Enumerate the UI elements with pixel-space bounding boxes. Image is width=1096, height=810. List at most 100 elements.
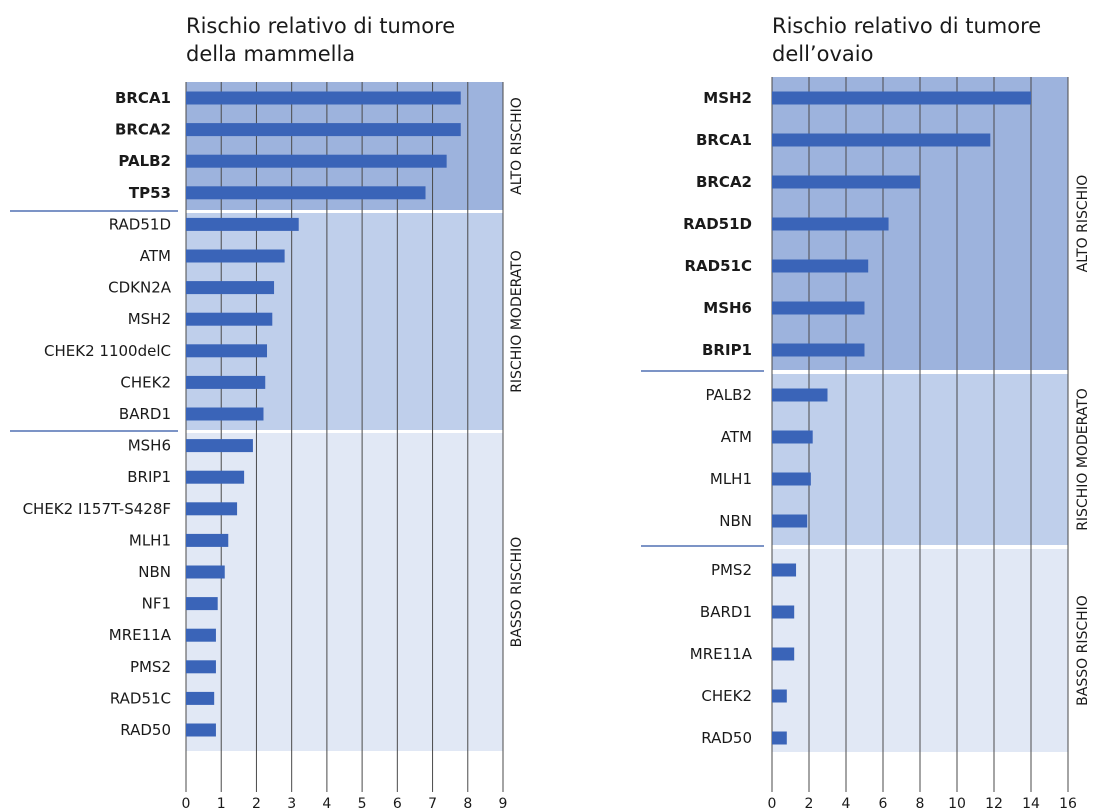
- ovary-tick-label: 2: [805, 796, 814, 810]
- breast-bar: [186, 91, 461, 105]
- ovary-category-label: MSH2: [703, 89, 752, 107]
- ovary-title-line1: Rischio relativo di tumore: [772, 14, 1042, 38]
- breast-group-label: ALTO RISCHIO: [509, 97, 525, 195]
- breast-bar: [186, 597, 218, 611]
- breast-bar: [186, 249, 285, 263]
- breast-bar: [186, 123, 461, 137]
- ovary-tick-label: 4: [842, 796, 851, 810]
- breast-group-label: RISCHIO MODERATO: [509, 250, 525, 393]
- breast-tick-label: 3: [287, 796, 296, 810]
- breast-category-label: PMS2: [130, 658, 171, 676]
- breast-bar: [186, 660, 216, 674]
- ovary-category-label: MLH1: [710, 470, 752, 488]
- ovary-category-label: CHEK2: [701, 687, 752, 705]
- breast-category-label: ATM: [140, 247, 171, 265]
- ovary-category-label: BRIP1: [702, 341, 752, 359]
- breast-category-label: CHEK2: [120, 373, 171, 391]
- ovary-title-line2: dell’ovaio: [772, 42, 874, 66]
- breast-bar: [186, 470, 245, 484]
- ovary-bar: [772, 133, 991, 147]
- ovary-bar: [772, 689, 787, 703]
- ovary-bar: [772, 388, 828, 402]
- ovary-bar: [772, 343, 865, 357]
- breast-tick-label: 7: [428, 796, 437, 810]
- breast-bar: [186, 691, 215, 705]
- ovary-bar: [772, 91, 1031, 105]
- ovary-category-label: MSH6: [703, 299, 752, 317]
- breast-category-label: TP53: [129, 184, 171, 202]
- breast-bar: [186, 375, 266, 389]
- ovary-tick-label: 0: [768, 796, 777, 810]
- breast-category-label: BRCA1: [115, 89, 171, 107]
- ovary-tick-label: 12: [985, 796, 1003, 810]
- ovary-group-label: RISCHIO MODERATO: [1075, 388, 1091, 531]
- breast-tick-label: 2: [252, 796, 261, 810]
- ovary-bar: [772, 647, 795, 661]
- ovary-bar: [772, 605, 795, 619]
- breast-title-line1: Rischio relativo di tumore: [186, 14, 456, 38]
- breast-bar: [186, 344, 268, 358]
- breast-tick-label: 9: [499, 796, 508, 810]
- ovary-group-label: BASSO RISCHIO: [1075, 595, 1091, 706]
- ovary-category-label: PALB2: [705, 386, 752, 404]
- breast-title-line2: della mammella: [186, 42, 356, 66]
- breast-chart-title: Rischio relativo di tumore della mammell…: [186, 12, 455, 68]
- breast-category-label: MSH6: [128, 437, 171, 455]
- ovary-bar: [772, 430, 813, 444]
- breast-tick-label: 0: [182, 796, 191, 810]
- ovary-category-label: PMS2: [711, 561, 752, 579]
- ovary-bar: [772, 731, 787, 745]
- breast-bar: [186, 533, 229, 547]
- ovary-tick-label: 6: [879, 796, 888, 810]
- breast-bar: [186, 723, 216, 737]
- breast-category-label: BRCA2: [115, 121, 171, 139]
- breast-category-label: PALB2: [118, 152, 171, 170]
- breast-category-label: CDKN2A: [108, 279, 172, 297]
- breast-category-label: NF1: [142, 595, 171, 613]
- breast-category-label: RAD50: [120, 721, 171, 739]
- ovary-bar: [772, 175, 920, 189]
- ovary-bar: [772, 563, 797, 577]
- breast-bar: [186, 628, 216, 642]
- ovary-category-label: NBN: [719, 512, 752, 530]
- ovary-category-label: ATM: [721, 428, 752, 446]
- breast-category-label: NBN: [138, 563, 171, 581]
- ovary-bar: [772, 472, 811, 486]
- ovary-category-label: RAD51C: [685, 257, 753, 275]
- breast-bar: [186, 502, 238, 516]
- breast-tick-label: 1: [217, 796, 226, 810]
- breast-bar: [186, 217, 299, 231]
- ovary-bar: [772, 259, 869, 273]
- ovary-tick-label: 16: [1059, 796, 1077, 810]
- ovary-category-label: MRE11A: [690, 645, 753, 663]
- ovary-category-label: BRCA1: [696, 131, 752, 149]
- ovary-category-label: BARD1: [700, 603, 752, 621]
- breast-band-2: [186, 433, 503, 751]
- breast-category-label: RAD51D: [109, 215, 171, 233]
- breast-bar: [186, 407, 264, 421]
- ovary-tick-label: 10: [948, 796, 966, 810]
- ovary-category-label: BRCA2: [696, 173, 752, 191]
- breast-bar: [186, 312, 273, 326]
- breast-category-label: CHEK2 I157T-S428F: [23, 500, 171, 518]
- breast-bar: [186, 186, 426, 200]
- breast-tick-label: 6: [393, 796, 402, 810]
- breast-bar: [186, 281, 275, 295]
- breast-bar: [186, 439, 253, 453]
- breast-bar: [186, 565, 225, 579]
- breast-category-label: MRE11A: [109, 626, 172, 644]
- breast-group-label: BASSO RISCHIO: [509, 537, 525, 648]
- breast-category-label: MSH2: [128, 310, 171, 328]
- ovary-chart-title: Rischio relativo di tumore dell’ovaio: [772, 12, 1041, 68]
- breast-category-label: RAD51C: [110, 689, 171, 707]
- ovary-tick-label: 14: [1022, 796, 1040, 810]
- breast-category-label: MLH1: [129, 531, 171, 549]
- breast-category-label: BARD1: [119, 405, 171, 423]
- breast-tick-label: 8: [463, 796, 472, 810]
- breast-category-label: CHEK2 1100delC: [44, 342, 171, 360]
- breast-tick-label: 4: [322, 796, 331, 810]
- ovary-group-label: ALTO RISCHIO: [1075, 175, 1091, 273]
- breast-tick-label: 5: [358, 796, 367, 810]
- ovary-category-label: RAD51D: [683, 215, 752, 233]
